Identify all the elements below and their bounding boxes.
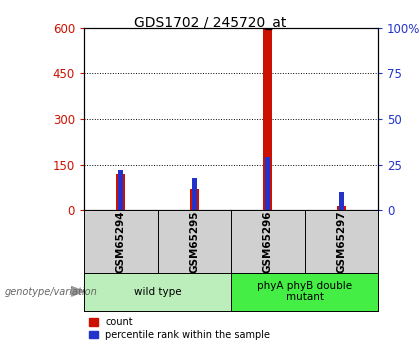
Text: GSM65297: GSM65297: [336, 210, 346, 273]
Bar: [265, 157, 270, 210]
Text: genotype/variation: genotype/variation: [4, 287, 97, 296]
Bar: [337, 206, 346, 210]
Bar: [192, 178, 197, 210]
Text: GSM65295: GSM65295: [189, 210, 199, 273]
Legend: count, percentile rank within the sample: count, percentile rank within the sample: [89, 317, 270, 340]
Text: GSM65294: GSM65294: [116, 210, 126, 273]
Bar: [116, 174, 125, 210]
Text: GDS1702 / 245720_at: GDS1702 / 245720_at: [134, 16, 286, 30]
Polygon shape: [71, 286, 84, 296]
Text: GSM65296: GSM65296: [263, 210, 273, 273]
Bar: [263, 29, 272, 210]
Text: phyA phyB double
mutant: phyA phyB double mutant: [257, 281, 352, 302]
Bar: [118, 170, 123, 210]
Bar: [190, 189, 199, 210]
Text: wild type: wild type: [134, 287, 181, 296]
Bar: [339, 192, 344, 210]
